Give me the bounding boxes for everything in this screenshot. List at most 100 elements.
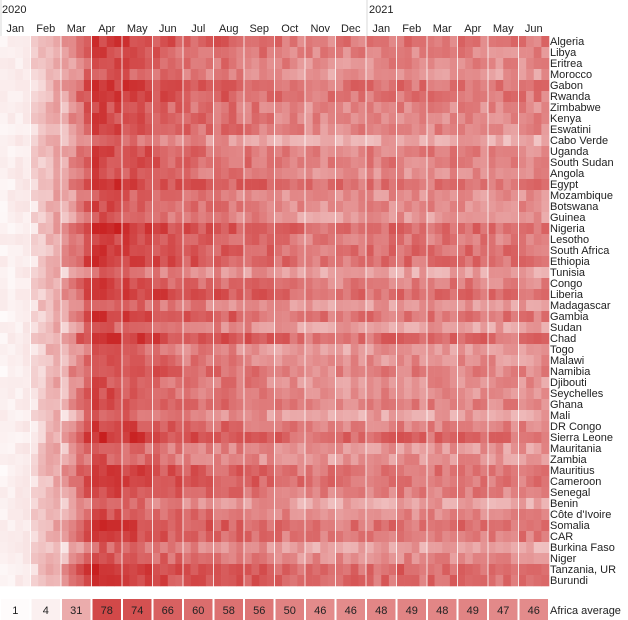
heatmap-cell — [297, 190, 306, 202]
heatmap-cell — [22, 212, 31, 224]
heatmap-cell — [68, 135, 77, 147]
heatmap-cell — [396, 245, 405, 257]
heatmap-cell — [465, 223, 474, 235]
heatmap-cell — [129, 168, 138, 180]
heatmap-cell — [144, 179, 153, 191]
heatmap-cell — [457, 443, 466, 455]
heatmap-cell — [61, 355, 69, 367]
heatmap-cell — [167, 520, 176, 532]
heatmap-cell — [76, 333, 85, 345]
heatmap-cell — [274, 69, 283, 81]
heatmap-cell — [251, 102, 260, 114]
heatmap-cell — [99, 58, 108, 70]
heatmap-cell — [526, 542, 535, 554]
heatmap-cell — [106, 333, 115, 345]
heatmap-cell — [259, 234, 268, 246]
heatmap-cell — [366, 113, 374, 125]
heatmap-cell — [312, 454, 321, 466]
heatmap-cell — [83, 311, 92, 323]
heatmap-cell — [213, 36, 222, 48]
heatmap-cell — [457, 322, 466, 334]
heatmap-cell — [465, 410, 474, 422]
heatmap-cell — [526, 344, 535, 356]
heatmap-cell — [427, 234, 435, 246]
heatmap-cell — [533, 36, 542, 48]
heatmap-cell — [7, 520, 16, 532]
heatmap-cell — [358, 564, 367, 576]
heatmap-cell — [175, 91, 184, 103]
heatmap-cell — [76, 69, 85, 81]
heatmap-cell — [190, 344, 199, 356]
country-label: Eswatini — [550, 124, 591, 136]
heatmap-cell — [282, 575, 291, 587]
heatmap-cell — [449, 443, 458, 455]
heatmap-cell — [38, 157, 47, 169]
heatmap-cell — [244, 300, 252, 312]
heatmap-cell — [106, 410, 115, 422]
heatmap-cell — [22, 355, 31, 367]
country-label: Botswana — [550, 201, 599, 213]
heatmap-cell — [289, 300, 298, 312]
heatmap-cell — [61, 553, 69, 565]
heatmap-cell — [320, 520, 329, 532]
average-cell — [123, 599, 152, 620]
heatmap-cell — [61, 212, 69, 224]
heatmap-cell — [495, 58, 504, 70]
heatmap-cell — [404, 91, 413, 103]
heatmap-cell — [419, 344, 428, 356]
heatmap-cell — [366, 564, 374, 576]
heatmap-cell — [449, 487, 458, 499]
heatmap-cell — [373, 223, 382, 235]
heatmap-cell — [205, 564, 214, 576]
heatmap-cell — [541, 36, 550, 48]
heatmap-cell — [312, 311, 321, 323]
heatmap-cell — [297, 223, 306, 235]
heatmap-cell — [213, 388, 222, 400]
heatmap-cell — [366, 300, 374, 312]
heatmap-cell — [83, 47, 92, 59]
heatmap-cell — [518, 36, 527, 48]
heatmap-cell — [251, 322, 260, 334]
heatmap-cell — [442, 344, 451, 356]
heatmap-cell — [0, 80, 8, 92]
heatmap-cell — [335, 36, 344, 48]
heatmap-cell — [15, 267, 24, 279]
heatmap-cell — [122, 487, 130, 499]
heatmap-cell — [190, 487, 199, 499]
heatmap-cell — [526, 179, 535, 191]
heatmap-cell — [396, 36, 405, 48]
heatmap-cell — [76, 190, 85, 202]
heatmap-cell — [335, 432, 344, 444]
heatmap-cell — [144, 256, 153, 268]
heatmap-cell — [175, 498, 184, 510]
heatmap-cell — [152, 388, 161, 400]
heatmap-cell — [472, 179, 481, 191]
heatmap-cell — [213, 432, 222, 444]
heatmap-cell — [99, 421, 108, 433]
heatmap-cell — [495, 36, 504, 48]
heatmap-cell — [419, 432, 428, 444]
heatmap-cell — [495, 421, 504, 433]
heatmap-cell — [343, 311, 352, 323]
heatmap-cell — [175, 388, 184, 400]
heatmap-cell — [53, 355, 62, 367]
heatmap-cell — [251, 212, 260, 224]
heatmap-cell — [213, 69, 222, 81]
heatmap-cell — [15, 531, 24, 543]
heatmap-cell — [289, 146, 298, 158]
heatmap-cell — [68, 168, 77, 180]
heatmap-cell — [259, 399, 268, 411]
heatmap-cell — [335, 388, 344, 400]
heatmap-cell — [266, 454, 275, 466]
heatmap-cell — [183, 190, 191, 202]
heatmap-cell — [7, 564, 16, 576]
heatmap-cell — [137, 454, 146, 466]
heatmap-cell — [61, 201, 69, 213]
country-label: Guinea — [550, 212, 586, 224]
heatmap-cell — [221, 58, 230, 70]
heatmap-cell — [266, 443, 275, 455]
heatmap-cell — [266, 421, 275, 433]
heatmap-cell — [289, 212, 298, 224]
heatmap-cell — [541, 168, 550, 180]
heatmap-cell — [236, 311, 245, 323]
